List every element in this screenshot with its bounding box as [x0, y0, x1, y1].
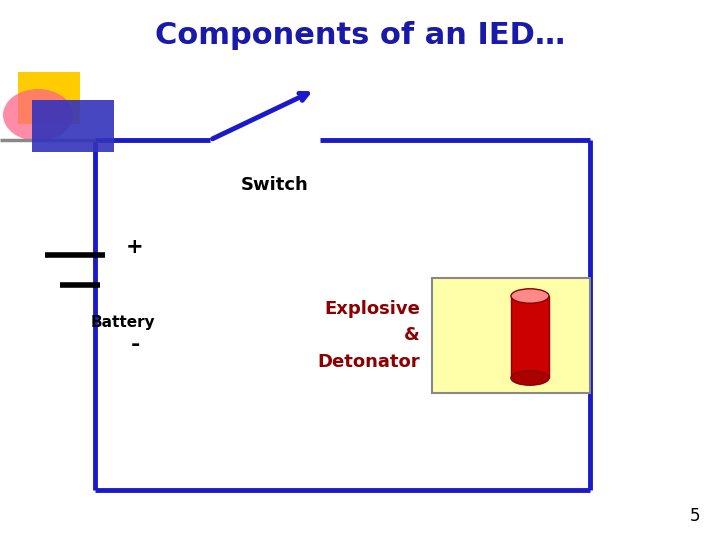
Ellipse shape — [3, 89, 73, 141]
Text: +: + — [126, 237, 144, 257]
Text: Switch: Switch — [241, 176, 309, 194]
Ellipse shape — [511, 371, 549, 385]
Bar — [18, 72, 80, 124]
Ellipse shape — [511, 289, 549, 303]
Text: Components of an IED…: Components of an IED… — [155, 21, 565, 50]
Text: Battery: Battery — [91, 315, 156, 330]
Bar — [511, 296, 549, 378]
Bar — [32, 100, 114, 152]
Bar — [432, 278, 590, 393]
Text: 5: 5 — [690, 507, 700, 525]
Text: -: - — [130, 335, 140, 355]
Text: Explosive
&
Detonator: Explosive & Detonator — [318, 300, 420, 371]
